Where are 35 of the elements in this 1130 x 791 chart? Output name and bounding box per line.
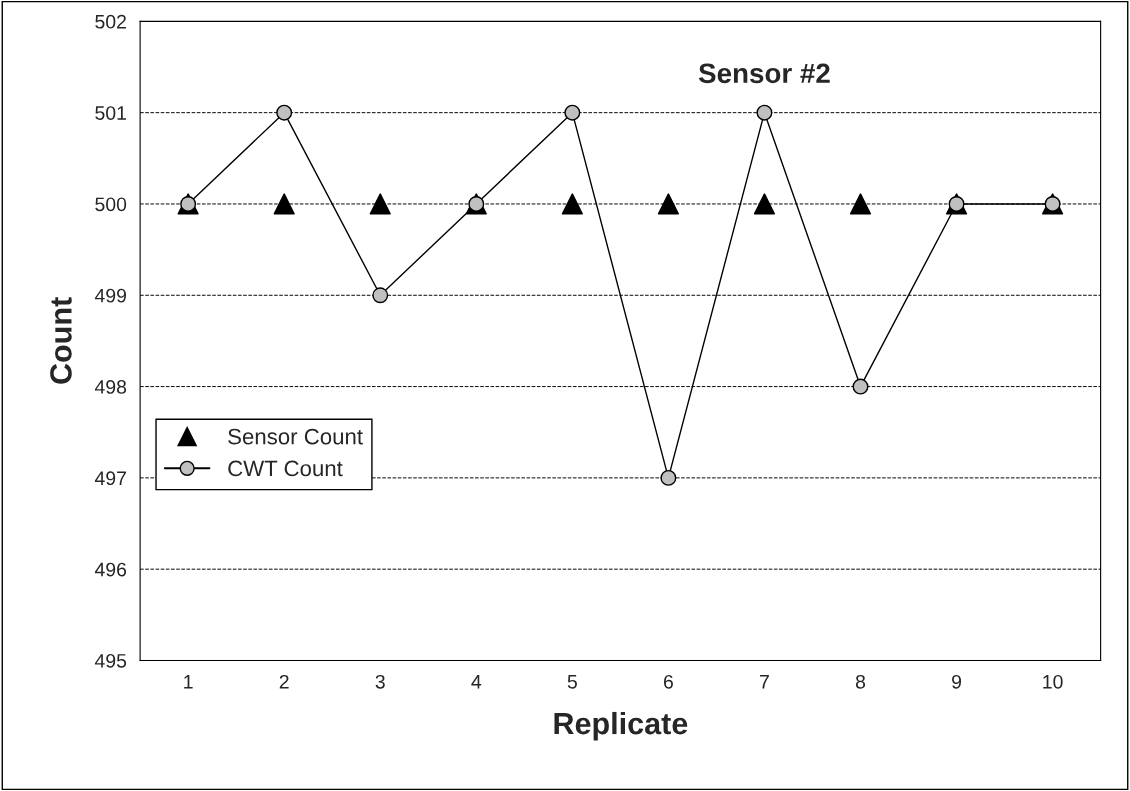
y-tick-label: 501 — [95, 106, 126, 120]
legend-label: Sensor Count — [228, 428, 363, 445]
x-tick-label: 1 — [184, 675, 193, 689]
x-axis-title: Replicate — [554, 711, 688, 741]
x-tick-label: 3 — [375, 674, 385, 689]
point — [852, 378, 869, 395]
point — [372, 287, 389, 304]
x-tick-label: 2 — [279, 674, 289, 689]
point — [369, 193, 391, 215]
point — [849, 193, 872, 215]
point — [657, 193, 680, 215]
y-tick-label: 496 — [94, 562, 127, 577]
point — [756, 104, 773, 121]
y-tick-label: 502 — [95, 14, 126, 29]
y-tick-label: 495 — [94, 653, 127, 668]
x-tick-label: 10 — [1043, 674, 1063, 689]
x-tick-label: 4 — [471, 675, 482, 689]
x-tick-label: 8 — [855, 674, 866, 689]
legend-label: CWT Count — [228, 460, 343, 477]
x-tick-label: 6 — [663, 674, 673, 689]
y-tick-label: 497 — [94, 471, 126, 486]
point — [660, 469, 677, 486]
y-tick-label: 499 — [94, 288, 127, 303]
text: Sensor #2 — [698, 63, 830, 84]
point — [753, 193, 776, 215]
x-tick-label: 9 — [952, 674, 962, 689]
point — [564, 104, 581, 121]
x-tick-label: 7 — [760, 675, 769, 689]
y-tick-label: 498 — [94, 380, 127, 394]
y-axis-title: Count — [50, 297, 72, 384]
point — [276, 104, 293, 121]
point — [561, 193, 583, 215]
point — [273, 193, 295, 215]
x-tick-label: 5 — [567, 675, 577, 689]
y-tick-label: 500 — [95, 197, 127, 212]
